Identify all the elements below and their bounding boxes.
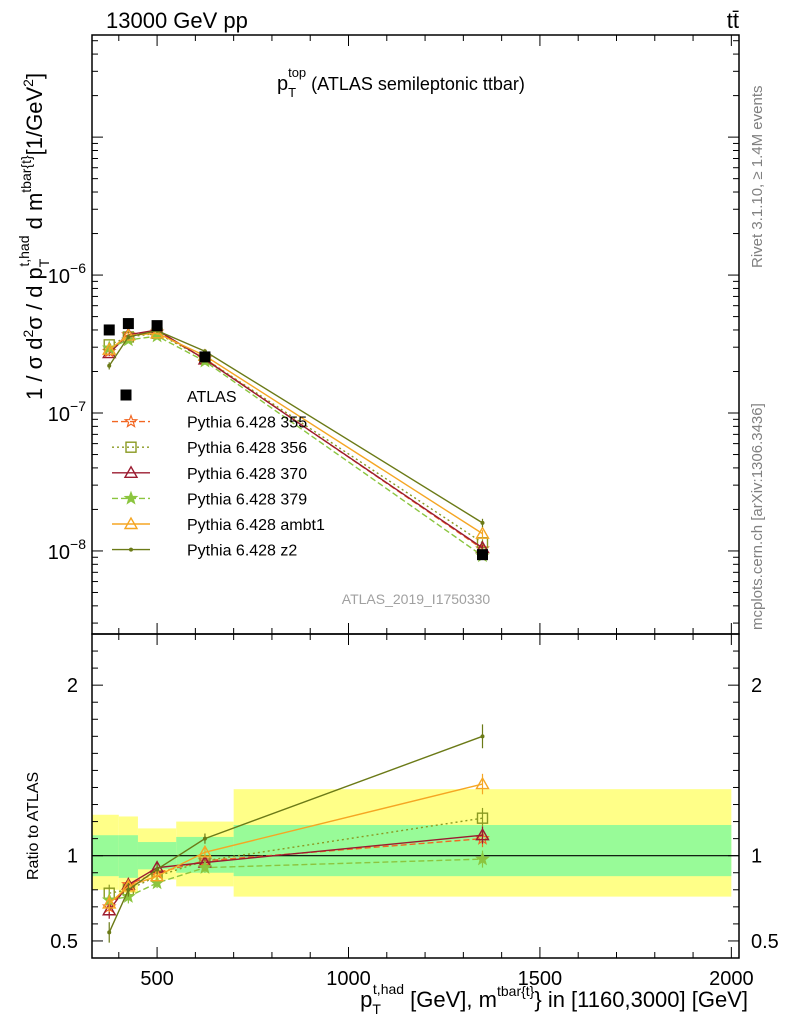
curve-ratio-3 xyxy=(109,858,483,901)
point-ratio xyxy=(197,844,213,858)
legend-label: Pythia 6.428 355 xyxy=(187,415,307,432)
x-tick-label: 2000 xyxy=(709,968,754,990)
data-point xyxy=(151,320,163,332)
ratio-y-tick-label: 0.5 xyxy=(50,931,78,953)
legend-label: Pythia 6.428 356 xyxy=(187,440,307,457)
point-ratio xyxy=(107,930,112,935)
point-ratio xyxy=(476,812,489,824)
ratio-y-tick-label: 2 xyxy=(67,675,78,697)
svg-text:1 / σ d2σ / d pTt,had d mtbar{: 1 / σ d2σ / d pTt,had d mtbar{t}[1/GeV2] xyxy=(16,73,52,400)
ratio-y-axis-label: Ratio to ATLAS xyxy=(25,772,42,880)
data-point xyxy=(476,549,488,561)
legend-marker-atlas xyxy=(120,389,132,401)
ratio-frame xyxy=(91,633,740,959)
ratio-y-tick-label-right: 2 xyxy=(751,675,762,697)
ratio-y-tick-label-right: 0.5 xyxy=(751,931,779,953)
y-tick-label: 10−6 xyxy=(48,260,86,288)
point-ratio xyxy=(202,836,207,841)
point-main xyxy=(480,520,485,525)
x-tick-label: 500 xyxy=(140,968,173,990)
point-ratio xyxy=(197,859,213,874)
ratio-panel-curves xyxy=(101,724,490,943)
x-axis-label: pTt,had [GeV], mtbar{t}} in [1160,3000] … xyxy=(360,981,748,1017)
point-ratio xyxy=(155,867,160,872)
point-main xyxy=(121,328,136,341)
point-ratio xyxy=(480,734,485,739)
ratio-y-tick-label-right: 1 xyxy=(751,846,762,868)
data-point xyxy=(103,324,115,336)
point-ratio xyxy=(475,851,490,866)
point-ratio xyxy=(102,896,117,909)
main-panel-curves xyxy=(101,318,490,563)
data-point xyxy=(199,351,211,363)
axis-ticks: 500 1000 1500 2000 10−6 10−7 10−8 0.5 0.5 1 1 2 2 xyxy=(48,35,779,990)
legend-label-atlas: ATLAS xyxy=(187,389,237,406)
svg-text:mcplots.cern.ch [arXiv:1306.34: mcplots.cern.ch [arXiv:1306.3436] xyxy=(749,403,766,630)
point-ratio xyxy=(149,868,165,882)
point-ratio xyxy=(126,887,131,892)
legend-label: Pythia 6.428 ambt1 xyxy=(187,517,325,534)
y-tick-label: 10−7 xyxy=(48,398,86,426)
legend-marker xyxy=(123,413,139,428)
data-point xyxy=(122,318,134,330)
y-axis-label: 1 / σ d2σ / d pTt,had d mtbar{t}[1/GeV2] xyxy=(16,73,52,400)
legend-label: Pythia 6.428 370 xyxy=(187,466,307,483)
point-ratio xyxy=(475,776,490,790)
svg-text:Rivet 3.1.10, ≥ 1.4M events: Rivet 3.1.10, ≥ 1.4M events xyxy=(749,86,766,269)
legend-marker xyxy=(123,465,139,478)
curve-main-2 xyxy=(108,329,483,549)
point-main xyxy=(475,526,490,539)
point-ratio xyxy=(102,902,117,916)
legend-marker xyxy=(125,441,137,453)
point-main xyxy=(102,342,117,355)
y-tick-label: 10−8 xyxy=(48,536,86,564)
header-right: tt̄ xyxy=(727,8,739,33)
rivet-label: Rivet 3.1.10, ≥ 1.4M events xyxy=(749,86,766,269)
analysis-label: ATLAS_2019_I1750330 xyxy=(342,591,491,607)
legend-marker xyxy=(123,516,139,530)
legend-label: Pythia 6.428 z2 xyxy=(187,543,297,560)
chart-title: pTtop (ATLAS semileptonic ttbar) xyxy=(277,65,525,100)
point-main xyxy=(107,363,112,368)
mcplots-label: mcplots.cern.ch [arXiv:1306.3436] xyxy=(749,403,766,630)
uncertainty-bands xyxy=(92,789,739,897)
point-main xyxy=(126,334,131,339)
point-ratio xyxy=(475,827,490,841)
legend: ATLAS Pythia 6.428 355 Pythia 6.428 356 Pyt… xyxy=(112,389,325,560)
legend-marker xyxy=(129,547,133,552)
panel-frames xyxy=(91,34,740,959)
header-left: 13000 GeV pp xyxy=(106,8,248,33)
x-tick-label: 1500 xyxy=(518,968,563,990)
svg-text:Ratio to ATLAS: Ratio to ATLAS xyxy=(25,772,42,880)
band-1sigma-bin xyxy=(118,835,138,878)
legend-label: Pythia 6.428 379 xyxy=(187,491,307,508)
x-tick-label: 1000 xyxy=(326,968,371,990)
ratio-y-tick-label: 1 xyxy=(67,846,78,868)
legend-marker xyxy=(123,490,139,505)
